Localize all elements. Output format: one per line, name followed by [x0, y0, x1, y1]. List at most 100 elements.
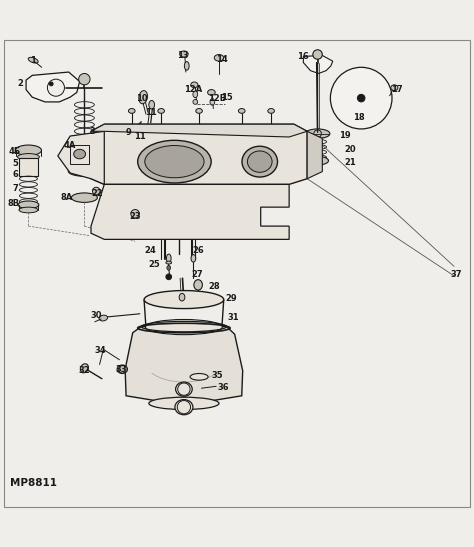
- Polygon shape: [91, 124, 307, 137]
- Text: 13: 13: [177, 51, 188, 60]
- Ellipse shape: [146, 319, 222, 335]
- Polygon shape: [307, 131, 322, 179]
- Ellipse shape: [145, 146, 204, 178]
- Ellipse shape: [179, 293, 185, 301]
- Ellipse shape: [193, 100, 198, 104]
- Text: 15: 15: [221, 92, 232, 102]
- Polygon shape: [58, 131, 104, 184]
- Ellipse shape: [139, 91, 147, 104]
- Circle shape: [313, 50, 322, 59]
- Ellipse shape: [191, 82, 198, 88]
- Text: 11: 11: [145, 108, 156, 117]
- Text: 30: 30: [90, 311, 101, 319]
- Ellipse shape: [28, 57, 38, 63]
- Text: 23: 23: [129, 212, 141, 221]
- Text: 28: 28: [209, 282, 220, 291]
- Circle shape: [47, 79, 64, 96]
- Ellipse shape: [18, 201, 39, 208]
- Ellipse shape: [190, 374, 208, 380]
- Text: 1: 1: [30, 56, 36, 65]
- Circle shape: [131, 210, 139, 218]
- Ellipse shape: [74, 149, 86, 159]
- Ellipse shape: [18, 154, 39, 160]
- Circle shape: [357, 94, 365, 102]
- Polygon shape: [125, 327, 243, 405]
- Text: 35: 35: [211, 371, 223, 380]
- Circle shape: [92, 187, 100, 195]
- Ellipse shape: [144, 290, 224, 309]
- Text: 27: 27: [191, 270, 202, 279]
- Text: 9: 9: [126, 128, 132, 137]
- Ellipse shape: [305, 129, 330, 138]
- Text: MP8811: MP8811: [10, 478, 57, 488]
- Ellipse shape: [166, 261, 172, 264]
- Ellipse shape: [184, 62, 189, 70]
- Text: 33: 33: [115, 365, 127, 374]
- Ellipse shape: [117, 365, 128, 374]
- Text: 16: 16: [297, 52, 308, 61]
- Ellipse shape: [307, 156, 328, 165]
- Circle shape: [79, 73, 90, 85]
- Ellipse shape: [196, 108, 202, 113]
- Text: 22: 22: [91, 189, 103, 199]
- Text: 26: 26: [192, 246, 204, 255]
- Ellipse shape: [149, 101, 155, 109]
- Bar: [70, 144, 89, 165]
- Circle shape: [49, 82, 53, 86]
- Ellipse shape: [68, 166, 100, 176]
- Text: 24: 24: [145, 246, 156, 255]
- Ellipse shape: [19, 207, 38, 213]
- Ellipse shape: [158, 108, 164, 113]
- Text: 3: 3: [90, 127, 95, 136]
- Ellipse shape: [125, 129, 136, 138]
- Text: 32: 32: [79, 366, 90, 375]
- Ellipse shape: [194, 280, 202, 290]
- Ellipse shape: [242, 146, 277, 177]
- Polygon shape: [91, 124, 307, 184]
- Text: 14: 14: [216, 55, 228, 64]
- Ellipse shape: [15, 145, 42, 155]
- Text: 6: 6: [12, 171, 18, 179]
- Text: 18: 18: [354, 113, 365, 121]
- Ellipse shape: [143, 131, 148, 138]
- Text: 10: 10: [137, 94, 148, 103]
- Text: 8A: 8A: [60, 193, 73, 202]
- Polygon shape: [303, 55, 333, 73]
- Text: 34: 34: [95, 346, 106, 355]
- Ellipse shape: [137, 141, 211, 183]
- Text: 5: 5: [12, 159, 18, 168]
- Text: 4A: 4A: [64, 141, 76, 150]
- Text: 17: 17: [392, 85, 403, 94]
- Polygon shape: [26, 72, 80, 102]
- Text: 4Б: 4Б: [9, 147, 21, 156]
- Text: 2: 2: [17, 79, 23, 89]
- Bar: [19, 158, 38, 176]
- Ellipse shape: [149, 397, 219, 410]
- Ellipse shape: [193, 91, 198, 98]
- Ellipse shape: [210, 98, 215, 105]
- Ellipse shape: [80, 364, 89, 373]
- Text: 29: 29: [226, 294, 237, 302]
- Text: 7: 7: [12, 184, 18, 193]
- Text: 36: 36: [218, 383, 229, 392]
- Text: 21: 21: [344, 158, 356, 167]
- Text: 12A: 12A: [184, 85, 202, 94]
- Ellipse shape: [391, 85, 398, 91]
- Ellipse shape: [128, 108, 135, 113]
- Circle shape: [330, 67, 392, 129]
- Ellipse shape: [247, 151, 272, 172]
- Polygon shape: [91, 184, 289, 240]
- Ellipse shape: [268, 108, 274, 113]
- Circle shape: [166, 274, 172, 280]
- Ellipse shape: [73, 147, 96, 156]
- Ellipse shape: [214, 55, 224, 61]
- Text: 8B: 8B: [7, 199, 19, 208]
- Ellipse shape: [175, 400, 193, 415]
- Ellipse shape: [238, 108, 245, 113]
- Ellipse shape: [99, 315, 108, 321]
- Text: 11: 11: [135, 132, 146, 142]
- Ellipse shape: [191, 254, 196, 262]
- Text: 31: 31: [228, 312, 239, 322]
- Ellipse shape: [208, 90, 215, 95]
- Text: 25: 25: [148, 259, 160, 269]
